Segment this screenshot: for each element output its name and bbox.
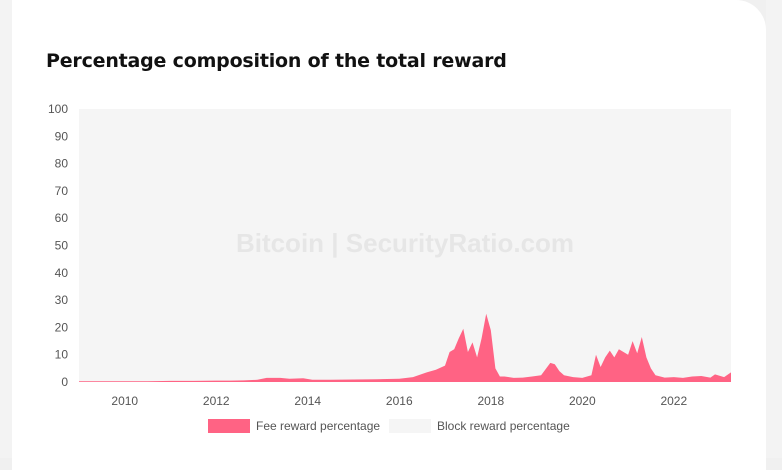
y-tick-label: 30 <box>55 293 69 307</box>
y-tick-label: 100 <box>48 102 68 116</box>
legend-swatch-block <box>389 419 431 433</box>
chart-title: Percentage composition of the total rewa… <box>46 50 507 72</box>
y-tick-label: 20 <box>55 320 69 334</box>
y-tick-label: 10 <box>55 348 69 362</box>
y-tick-label: 50 <box>55 239 69 253</box>
x-tick-label: 2012 <box>203 394 230 408</box>
x-tick-label: 2018 <box>477 394 504 408</box>
x-tick-label: 2016 <box>386 394 413 408</box>
x-tick-label: 2020 <box>569 394 596 408</box>
legend-item-block[interactable]: Block reward percentage <box>389 418 570 434</box>
y-tick-label: 60 <box>55 211 69 225</box>
plot-area <box>79 109 731 382</box>
watermark: Bitcoin | SecurityRatio.com <box>236 228 574 258</box>
x-tick-label: 2014 <box>294 394 321 408</box>
legend-label-block: Block reward percentage <box>437 419 570 433</box>
legend-label-fee: Fee reward percentage <box>256 419 381 433</box>
y-tick-label: 90 <box>55 129 69 143</box>
y-tick-label: 80 <box>55 157 69 171</box>
y-tick-label: 0 <box>61 375 68 389</box>
y-tick-label: 40 <box>55 266 69 280</box>
y-tick-label: 70 <box>55 184 69 198</box>
x-tick-label: 2022 <box>660 394 687 408</box>
legend-swatch-fee <box>208 419 250 433</box>
legend: Fee reward percentage Block reward perce… <box>0 418 782 436</box>
area-chart: Bitcoin | SecurityRatio.com 0 10 20 30 40 50 6… <box>48 102 731 408</box>
legend-item-fee[interactable]: Fee reward percentage <box>208 418 380 434</box>
x-tick-label: 2010 <box>111 394 138 408</box>
